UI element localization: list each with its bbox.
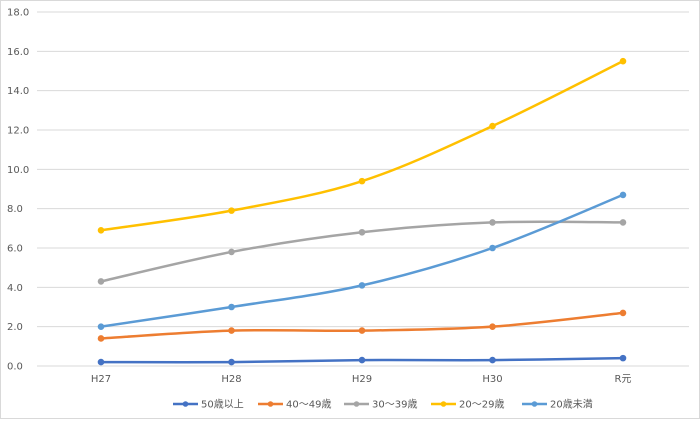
legend-item: 20歳未満	[522, 399, 593, 411]
data-point	[97, 227, 105, 234]
data-point	[489, 244, 496, 252]
legend-label: 20歳未満	[550, 399, 593, 411]
data-point	[619, 309, 627, 317]
data-point	[228, 207, 235, 214]
data-point	[358, 282, 366, 289]
x-tick-label: H30	[482, 374, 502, 385]
data-point	[489, 356, 496, 364]
y-tick-label: 0.0	[7, 362, 23, 373]
legend-label: 50歳以上	[201, 399, 244, 411]
series-1	[97, 354, 627, 366]
data-point	[358, 327, 366, 334]
data-point	[97, 323, 105, 330]
y-tick-label: 18.0	[7, 8, 29, 19]
data-point	[97, 278, 105, 285]
data-point	[619, 219, 627, 226]
legend-swatch-marker	[353, 401, 360, 407]
data-point	[97, 335, 105, 342]
data-point	[489, 219, 496, 226]
legend-swatch-marker	[440, 401, 447, 407]
series-line	[99, 311, 625, 340]
y-tick-label: 4.0	[7, 283, 23, 294]
data-point	[97, 358, 105, 366]
legend-item: 50歳以上	[173, 399, 244, 411]
y-tick-label: 12.0	[7, 126, 29, 137]
data-point	[228, 248, 235, 256]
legend-swatch-marker	[182, 401, 189, 407]
x-tick-label: H29	[352, 374, 372, 385]
data-point	[228, 327, 235, 334]
x-axis-tick-labels: H27 H28 H29 H30 R元	[91, 374, 632, 385]
data-point	[619, 191, 627, 199]
series-line	[99, 59, 625, 232]
data-point	[358, 177, 366, 185]
x-tick-label: H27	[91, 374, 111, 385]
data-point	[489, 323, 496, 330]
y-tick-label: 8.0	[7, 204, 23, 215]
y-axis-tick-labels: 0.0 2.0 4.0 6.0 8.0 10.0 12.0 14.0 16.0 18.0	[7, 8, 29, 373]
y-tick-label: 14.0	[7, 86, 29, 97]
legend-label: 40～49歳	[286, 399, 331, 411]
data-point	[358, 228, 366, 236]
data-point	[489, 122, 496, 130]
legend-swatch-marker	[531, 401, 538, 407]
y-tick-label: 2.0	[7, 322, 23, 333]
legend-swatch-marker	[267, 401, 274, 407]
series-5	[97, 191, 627, 330]
legend: 50歳以上 40～49歳 30～39歳 20～29歳 20歳未満	[173, 399, 593, 411]
y-tick-label: 10.0	[7, 165, 29, 176]
data-point	[228, 358, 235, 366]
legend-item: 20～29歳	[431, 399, 504, 411]
x-tick-label: R元	[615, 374, 632, 385]
series-3	[97, 219, 627, 285]
data-point	[619, 354, 627, 362]
data-point	[619, 57, 627, 65]
data-point	[358, 356, 366, 364]
data-point	[228, 303, 235, 311]
x-tick-label: H28	[221, 374, 241, 385]
series-line	[99, 193, 625, 328]
y-tick-label: 6.0	[7, 244, 23, 255]
legend-label: 20～29歳	[459, 399, 504, 411]
legend-item: 30～39歳	[344, 399, 417, 411]
series-2	[97, 309, 627, 342]
legend-item: 40～49歳	[258, 399, 331, 411]
series-4	[97, 57, 627, 234]
legend-label: 30～39歳	[372, 399, 417, 411]
series-lines	[97, 57, 627, 366]
y-tick-label: 16.0	[7, 47, 29, 58]
gridlines	[37, 11, 689, 367]
